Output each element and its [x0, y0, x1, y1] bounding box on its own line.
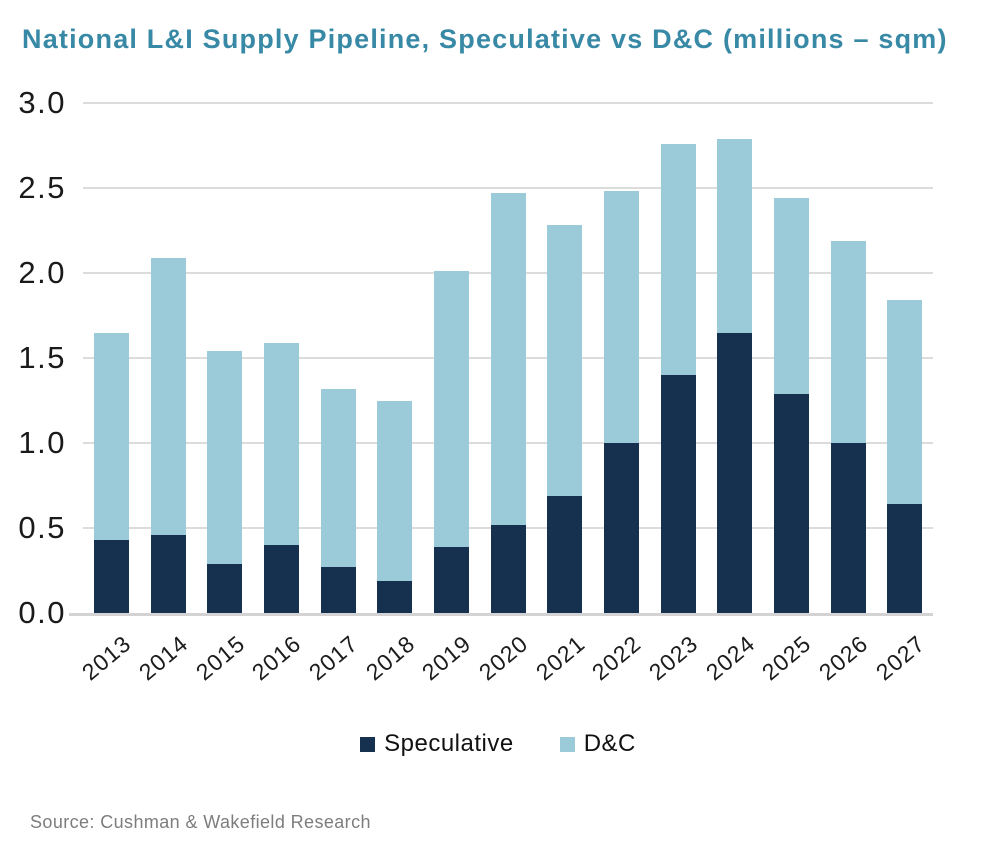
y-axis-tick-label: 1.5: [18, 340, 66, 375]
y-axis-tick-label: 0.5: [18, 510, 66, 545]
bar-segment-speculative-2022: [603, 443, 639, 613]
y-axis-tick-label: 3.0: [18, 85, 66, 120]
bar-segment-dc-2027: [887, 300, 923, 505]
bar-segment-dc-2020: [490, 193, 526, 525]
bar-segment-dc-2019: [433, 271, 469, 547]
bar-segment-speculative-2024: [717, 332, 753, 613]
bar-2016: [263, 342, 299, 613]
x-axis-label-2018: 2018: [360, 630, 420, 686]
bar-segment-dc-2023: [660, 143, 696, 375]
bar-segment-speculative-2021: [547, 495, 583, 613]
bar-segment-speculative-2014: [150, 534, 186, 613]
x-axis-label-2024: 2024: [700, 630, 760, 686]
bar-2025: [773, 198, 809, 613]
x-axis-label-2027: 2027: [870, 630, 930, 686]
x-axis-label-2013: 2013: [77, 630, 137, 686]
bar-2027: [887, 300, 923, 613]
bar-segment-speculative-2017: [320, 567, 356, 613]
x-axis-label-2016: 2016: [247, 630, 307, 686]
y-axis-tick-label: 1.0: [18, 425, 66, 460]
legend-label: D&C: [583, 730, 636, 757]
x-axis-line: [69, 613, 933, 616]
bar-2015: [207, 351, 243, 613]
bar-2013: [93, 332, 129, 613]
bar-segment-dc-2013: [93, 332, 129, 540]
bar-segment-speculative-2026: [830, 443, 866, 613]
bar-segment-speculative-2016: [263, 545, 299, 613]
bar-segment-dc-2022: [603, 191, 639, 443]
x-axis-label-2025: 2025: [757, 630, 817, 686]
bar-2024: [717, 138, 753, 613]
gridline: [83, 102, 933, 104]
bar-segment-speculative-2015: [207, 563, 243, 613]
chart-title: National L&I Supply Pipeline, Speculativ…: [22, 24, 948, 54]
bar-segment-dc-2024: [717, 138, 753, 333]
bar-segment-speculative-2023: [660, 375, 696, 613]
x-axis-label-2021: 2021: [530, 630, 590, 686]
x-axis-label-2014: 2014: [133, 630, 193, 686]
source-note: Source: Cushman & Wakefield Research: [30, 812, 371, 832]
y-axis-tick-label: 2.5: [18, 170, 66, 205]
bar-segment-dc-2016: [263, 342, 299, 545]
bar-2019: [433, 271, 469, 613]
bar-segment-speculative-2013: [93, 539, 129, 613]
bar-2018: [377, 400, 413, 613]
y-axis-tick-label: 2.0: [18, 255, 66, 290]
x-axis-label-2017: 2017: [303, 630, 363, 686]
plot-area: [69, 102, 933, 616]
legend: Speculative D&C: [0, 730, 996, 758]
bar-segment-dc-2018: [377, 400, 413, 581]
x-axis-label-2026: 2026: [813, 630, 873, 686]
x-axis-label-2023: 2023: [643, 630, 703, 686]
bar-2020: [490, 193, 526, 613]
y-axis-tick-label: 0.0: [18, 595, 66, 630]
bar-2026: [830, 240, 866, 613]
legend-item-speculative: Speculative: [360, 730, 514, 758]
bar-segment-speculative-2027: [887, 504, 923, 613]
bar-segment-dc-2021: [547, 225, 583, 496]
x-axis-label-2015: 2015: [190, 630, 250, 686]
bar-2014: [150, 257, 186, 613]
bar-2022: [603, 191, 639, 613]
x-axis-label-2022: 2022: [587, 630, 647, 686]
x-axis-label-2019: 2019: [417, 630, 477, 686]
legend-swatch-icon: [360, 736, 376, 752]
bar-segment-dc-2025: [773, 198, 809, 394]
bar-segment-dc-2026: [830, 240, 866, 443]
bar-2023: [660, 143, 696, 613]
x-axis-label-2020: 2020: [473, 630, 533, 686]
bar-segment-dc-2014: [150, 257, 186, 535]
gridline: [83, 187, 933, 189]
bar-segment-speculative-2019: [433, 546, 469, 613]
bar-segment-speculative-2025: [773, 393, 809, 613]
legend-label: Speculative: [384, 730, 514, 757]
bar-segment-speculative-2018: [377, 580, 413, 613]
bar-2021: [547, 225, 583, 613]
bar-segment-dc-2015: [207, 351, 243, 564]
legend-swatch-icon: [559, 736, 575, 752]
bar-2017: [320, 388, 356, 613]
legend-item-d-c: D&C: [559, 730, 636, 758]
bar-segment-speculative-2020: [490, 524, 526, 613]
bar-segment-dc-2017: [320, 388, 356, 568]
